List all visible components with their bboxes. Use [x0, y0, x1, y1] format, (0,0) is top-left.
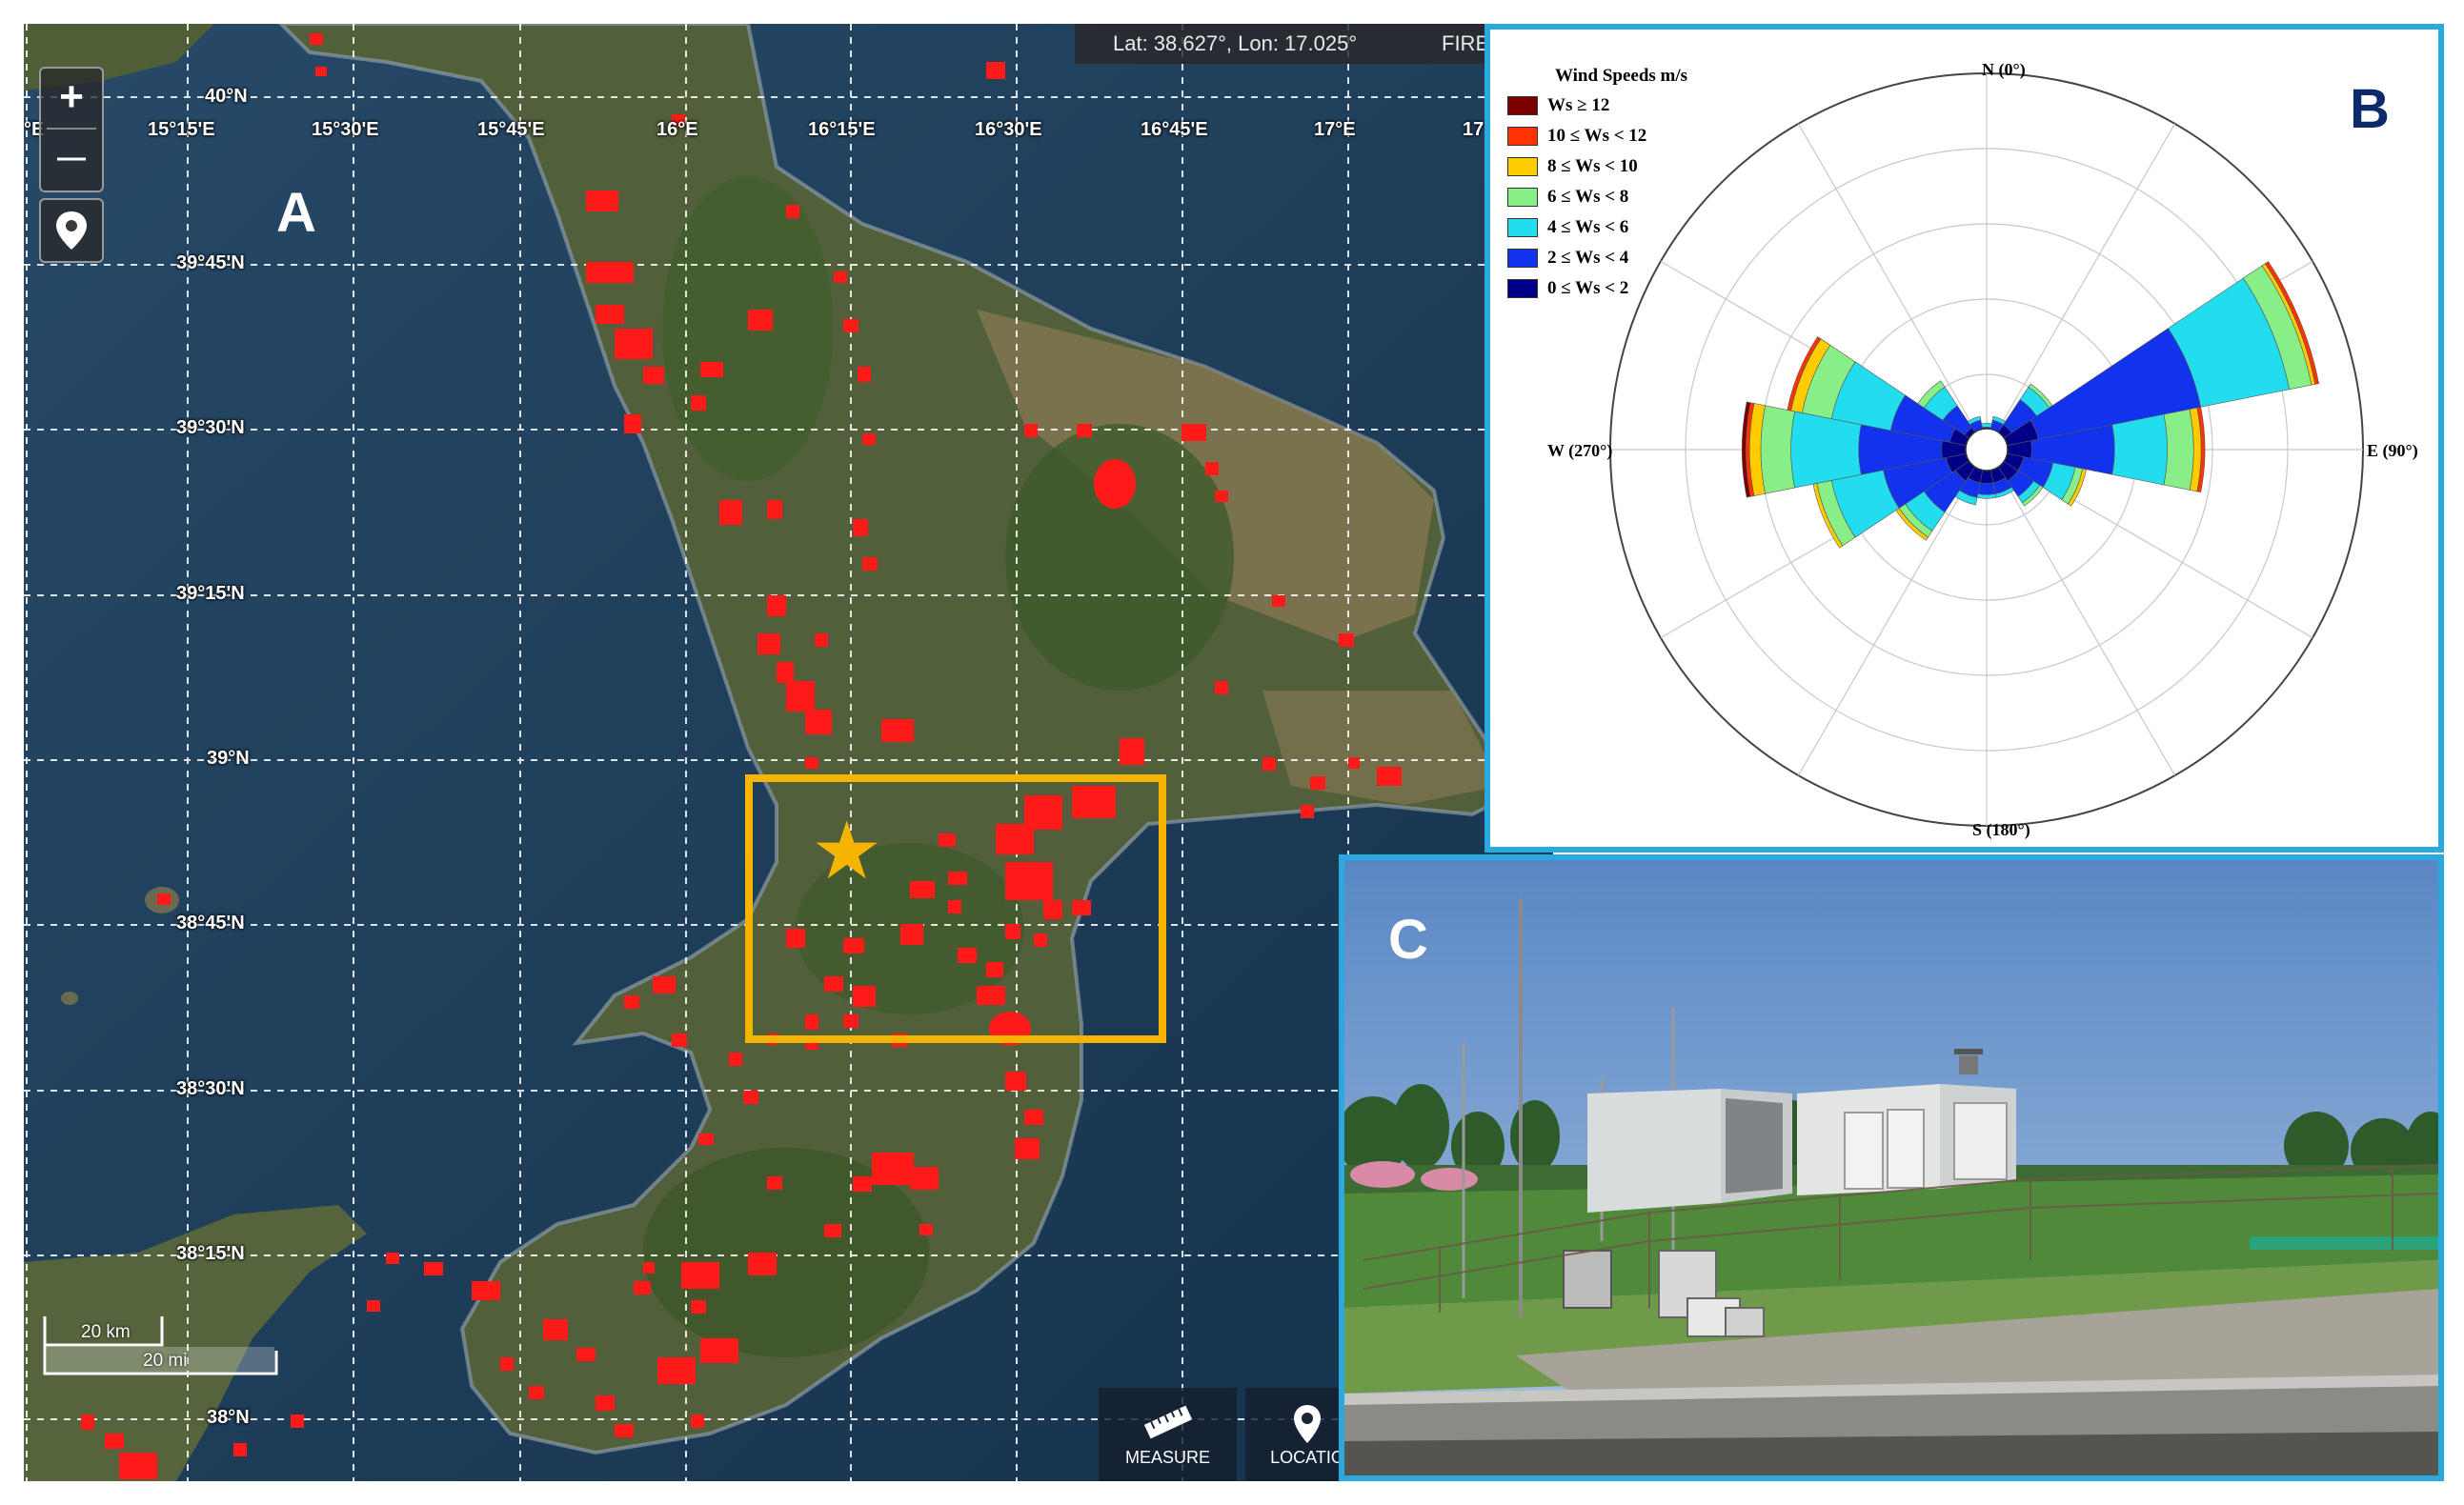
legend-item: 6 ≤ Ws < 8	[1507, 182, 1687, 212]
scale-bar-lines	[43, 1316, 278, 1375]
wind-rose-panel: Wind Speeds m/s Ws ≥ 12 10 ≤ Ws < 12 8 ≤…	[1484, 24, 2444, 853]
lat-label: 39°N	[207, 748, 250, 769]
lon-label: 15°30'E	[312, 119, 379, 140]
zoom-out-button[interactable]: —	[57, 142, 86, 173]
legend-label: Ws ≥ 12	[1547, 95, 1610, 115]
lat-label: 38°45'N	[176, 913, 245, 933]
coordinate-readout: Lat: 38.627°, Lon: 17.025° FIRES	[1075, 24, 1551, 64]
scale-bar: 20 km 20 mi	[43, 1314, 281, 1386]
zoom-divider	[47, 128, 96, 130]
map-pin-icon	[1294, 1405, 1321, 1443]
lon-label: 17°E	[1314, 119, 1356, 140]
lat-label: 40°N	[205, 86, 248, 107]
legend-swatch	[1507, 157, 1538, 176]
wind-speed-legend: Wind Speeds m/s Ws ≥ 12 10 ≤ Ws < 12 8 ≤…	[1507, 66, 1687, 304]
wind-rose-segment	[1977, 482, 1996, 495]
legend-swatch	[1507, 279, 1538, 298]
legend-item: 0 ≤ Ws < 2	[1507, 273, 1687, 304]
locate-button[interactable]	[39, 198, 104, 263]
scale-mi-label: 20 mi	[143, 1351, 188, 1371]
lat-label: 38°N	[207, 1407, 250, 1428]
wind-rose-segment	[1967, 415, 1982, 426]
location-label: LOCATIO	[1270, 1448, 1344, 1467]
panel-label-c: C	[1388, 909, 1428, 971]
panel-label-a: A	[276, 182, 316, 244]
grid-spoke	[1986, 449, 2176, 776]
measure-button[interactable]: MEASURE	[1099, 1388, 1237, 1481]
lat-label: 39°15'N	[176, 583, 245, 604]
lat-label: 39°30'N	[176, 417, 245, 438]
legend-swatch	[1507, 96, 1538, 115]
legend-item: 2 ≤ Ws < 4	[1507, 243, 1687, 273]
wind-rose-segment	[2163, 409, 2194, 491]
ruler-icon	[1143, 1405, 1192, 1439]
fire-map[interactable]: °E 15°15'E 15°30'E 15°45'E 16°E 16°15'E …	[24, 24, 1553, 1481]
lat-label: 38°15'N	[176, 1243, 245, 1264]
legend-swatch	[1507, 188, 1538, 207]
wind-rose-segment	[1981, 423, 1992, 429]
direction-south: S (180°)	[1972, 820, 2030, 839]
wind-rose-segment	[2196, 406, 2206, 493]
lat-label: 38°30'N	[176, 1078, 245, 1099]
station-photo-illustration	[1344, 860, 2438, 1475]
wind-rose-segment	[1787, 336, 1822, 411]
zoom-in-button[interactable]: +	[59, 73, 84, 120]
lon-label: 16°E	[656, 119, 698, 140]
map-pin-icon	[56, 211, 87, 250]
legend-item: 4 ≤ Ws < 6	[1507, 212, 1687, 243]
wind-rose-segment	[2067, 468, 2087, 507]
wind-rose-segment	[2021, 484, 2044, 507]
study-area-box	[745, 774, 1166, 1043]
zoom-controls: + —	[39, 67, 104, 192]
fire-hotspots	[81, 33, 1402, 1479]
legend-item: Ws ≥ 12	[1507, 90, 1687, 121]
station-photo: C	[1339, 854, 2444, 1481]
legend-label: 6 ≤ Ws < 8	[1547, 187, 1629, 207]
rose-center-hole	[1965, 428, 2009, 472]
lon-label: 17	[1463, 119, 1484, 140]
direction-east: E (90°)	[2367, 441, 2418, 460]
direction-west: W (270°)	[1547, 441, 1613, 460]
legend-label: 0 ≤ Ws < 2	[1547, 278, 1629, 298]
legend-title: Wind Speeds m/s	[1555, 66, 1688, 86]
wind-rose-segment	[1790, 411, 1862, 489]
lon-label: 16°30'E	[975, 119, 1042, 140]
legend-swatch	[1507, 249, 1538, 268]
legend-label: 4 ≤ Ws < 6	[1547, 217, 1629, 237]
wind-rose-segment	[1976, 493, 1997, 499]
direction-north: N (0°)	[1982, 60, 2026, 79]
panel-label-b: B	[2350, 78, 2390, 140]
legend-item: 8 ≤ Ws < 10	[1507, 151, 1687, 182]
lon-label: 16°15'E	[808, 119, 876, 140]
lon-label: 15°15'E	[148, 119, 215, 140]
scale-km-label: 20 km	[81, 1322, 131, 1342]
legend-label: 2 ≤ Ws < 4	[1547, 248, 1629, 268]
legend-label: 10 ≤ Ws < 12	[1547, 126, 1647, 146]
wind-rose-chart	[1609, 72, 2364, 827]
measure-label: MEASURE	[1124, 1448, 1210, 1467]
grid-spoke	[1797, 123, 1988, 451]
legend-item: 10 ≤ Ws < 12	[1507, 121, 1687, 151]
lon-label: 15°45'E	[477, 119, 545, 140]
map-terrain	[24, 24, 1553, 1481]
wind-rose-segment	[2264, 261, 2320, 385]
grid-spoke	[1797, 449, 1988, 776]
wind-rose-segment	[1760, 405, 1795, 494]
legend-label: 8 ≤ Ws < 10	[1547, 156, 1638, 176]
lon-label: 16°45'E	[1141, 119, 1208, 140]
wind-rose-segment	[2111, 413, 2168, 486]
lat-label: 39°45'N	[176, 252, 245, 273]
wind-rose-segment	[1917, 380, 1946, 409]
grid-spoke	[1986, 123, 2176, 451]
legend-swatch	[1507, 127, 1538, 146]
legend-swatch	[1507, 218, 1538, 237]
station-star-icon: ★	[811, 806, 883, 895]
lat-lon-text: Lat: 38.627°, Lon: 17.025°	[1113, 31, 1358, 55]
wind-rose-segment	[1741, 401, 1751, 498]
